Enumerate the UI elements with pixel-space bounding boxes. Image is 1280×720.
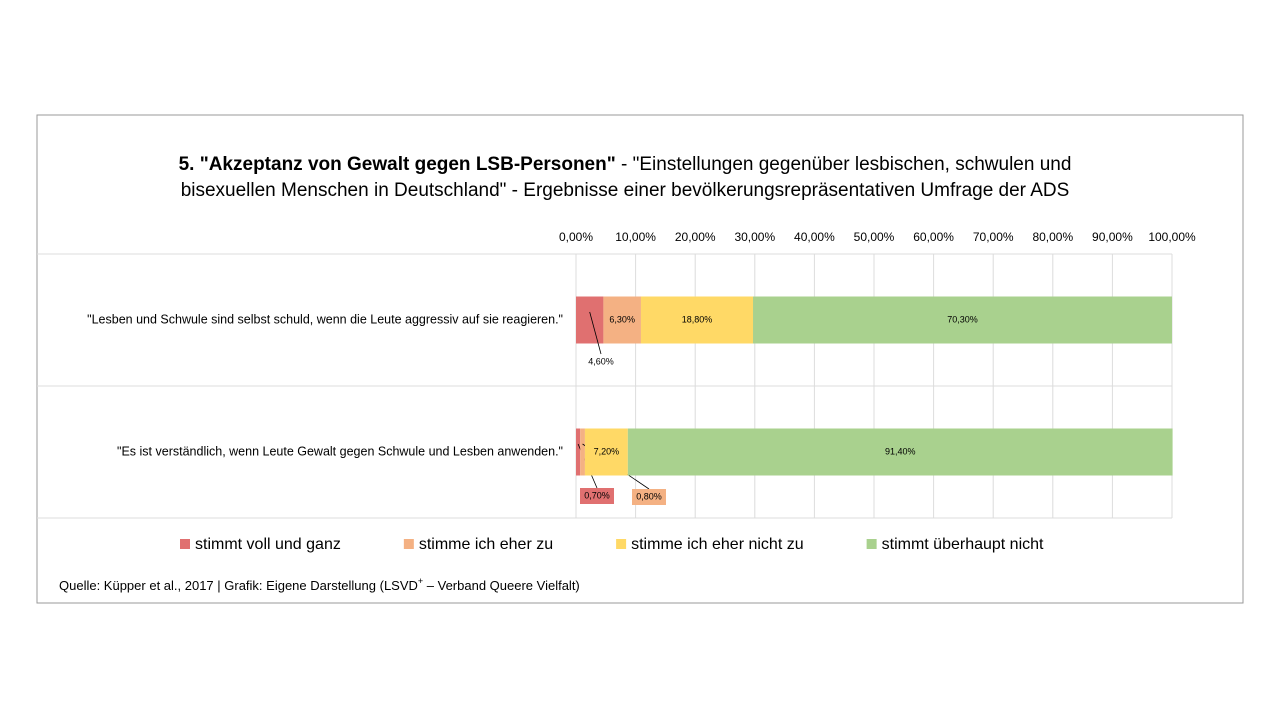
data-label: 0,70% [584, 490, 610, 500]
legend-marker [616, 539, 627, 549]
bar-segment [753, 296, 1172, 344]
label-box [580, 488, 614, 504]
subtitle: - "Einstellungen gegenüber lesbischen, s… [180, 154, 1072, 201]
x-tick-label: 90,00% [1092, 230, 1133, 244]
x-tick-label: 80,00% [1032, 230, 1073, 244]
legend-label: stimmt überhaupt nicht [882, 536, 1044, 553]
bar-segment [627, 428, 1173, 476]
x-tick-label: 100,00% [1148, 230, 1196, 244]
source-text: – Verband Queere Vielfalt) [423, 578, 580, 593]
x-tick-label: 70,00% [973, 230, 1014, 244]
bar-segment [584, 428, 628, 476]
source-sup: + [418, 576, 423, 586]
x-tick-label: 60,00% [913, 230, 954, 244]
x-tick-label: 20,00% [675, 230, 716, 244]
title-bold: 5. "Akzeptanz von Gewalt gegen LSB-Perso… [178, 154, 616, 175]
x-tick-label: 50,00% [854, 230, 895, 244]
data-label: 4,60% [588, 356, 614, 366]
bar-segment [603, 296, 641, 344]
data-label: 70,30% [947, 314, 978, 324]
legend-label: stimme ich eher nicht zu [631, 536, 804, 553]
legend-label: stimme ich eher zu [419, 536, 553, 553]
x-tick-label: 30,00% [734, 230, 775, 244]
legend-marker [180, 539, 190, 549]
bar-segment [640, 296, 754, 344]
bar-segment [580, 428, 585, 476]
data-label: 6,30% [609, 314, 635, 324]
category-label: "Lesben und Schwule sind selbst schuld, … [87, 312, 563, 326]
source-text: Quelle: Küpper et al., 2017 | Grafik: Ei… [59, 578, 418, 593]
leader-line [589, 311, 602, 355]
data-label: 18,80% [682, 314, 713, 324]
data-label: 91,40% [885, 446, 916, 456]
label-box [632, 489, 666, 505]
x-tick-label: 10,00% [615, 230, 656, 244]
chart-frame [36, 114, 1244, 604]
source: Quelle: Küpper et al., 2017 | Grafik: Ei… [59, 576, 580, 593]
legend-marker [403, 539, 414, 549]
data-label: 0,80% [636, 491, 662, 501]
x-tick-label: 0,00% [559, 230, 593, 244]
category-label: "Es ist verständlich, wenn Leute Gewalt … [117, 444, 563, 458]
chart-title: 5. "Akzeptanz von Gewalt gegen LSB-Perso… [160, 152, 1090, 204]
bar-segment [576, 296, 604, 344]
legend-marker [866, 539, 877, 549]
bar-segment [576, 428, 581, 476]
data-label: 7,20% [594, 446, 620, 456]
x-tick-label: 40,00% [794, 230, 835, 244]
legend-label: stimmt voll und ganz [195, 536, 341, 553]
